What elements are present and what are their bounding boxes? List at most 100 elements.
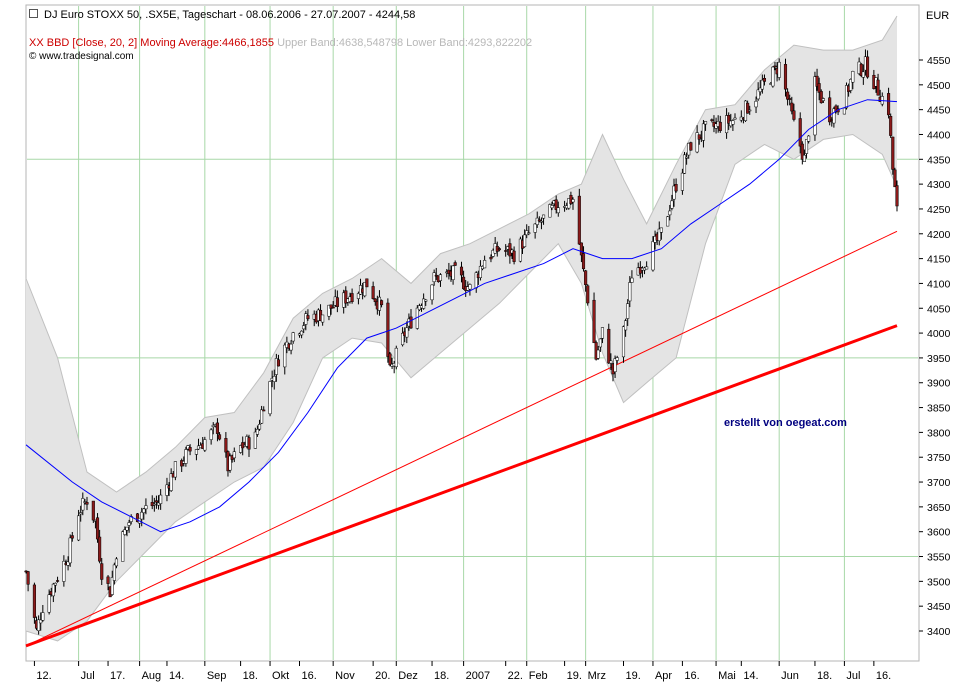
candle-body	[459, 266, 464, 276]
candle	[586, 284, 590, 306]
candle-body	[289, 343, 293, 351]
candle	[674, 178, 678, 193]
candle-body	[748, 109, 752, 112]
candle	[306, 309, 310, 321]
candle-body	[527, 232, 531, 234]
candle	[438, 273, 443, 287]
candle	[731, 119, 735, 131]
candle-body	[203, 439, 207, 451]
candle	[758, 80, 762, 96]
candle	[327, 304, 331, 321]
candle	[659, 227, 663, 240]
candle	[832, 106, 836, 128]
y-tick-label: 3900	[927, 378, 951, 390]
candle-body	[100, 563, 104, 580]
candle-body	[70, 535, 74, 539]
candle	[804, 139, 809, 159]
candle	[283, 342, 287, 375]
candle	[380, 299, 384, 308]
candle-body	[804, 139, 809, 154]
candle	[289, 340, 293, 355]
candle-body	[37, 619, 41, 631]
candle-body	[542, 214, 546, 219]
x-tick-label: Okt	[272, 670, 289, 682]
candle	[628, 276, 632, 308]
candle-body	[304, 313, 308, 325]
candle-body	[771, 66, 775, 87]
x-tick-label: Apr	[655, 670, 672, 682]
candle	[672, 178, 676, 207]
candle-body	[184, 449, 188, 464]
y-tick-label: 4550	[927, 55, 951, 67]
candle	[556, 201, 560, 217]
y-tick-label: 3400	[927, 626, 951, 638]
candle-body	[609, 360, 613, 364]
candle	[685, 152, 689, 165]
candle-body	[232, 451, 236, 459]
candle-body	[121, 531, 125, 562]
candle-body	[114, 558, 119, 567]
candle	[232, 447, 236, 463]
candle-body	[156, 502, 161, 506]
candle	[253, 427, 257, 449]
candle-body	[731, 120, 735, 125]
candle-body	[756, 89, 760, 100]
candle-body	[523, 234, 527, 247]
y-tick-label: 3750	[927, 452, 951, 464]
candle-body	[891, 136, 895, 170]
candle-body	[169, 473, 173, 491]
candle-body	[123, 529, 127, 535]
candle	[535, 211, 539, 228]
candle-body	[718, 121, 722, 131]
candle	[548, 203, 552, 218]
candle-body	[754, 100, 758, 108]
candle	[218, 432, 222, 441]
candle-body	[152, 503, 156, 506]
candle	[497, 247, 501, 252]
candle-body	[689, 142, 693, 151]
candle-body	[685, 156, 689, 159]
x-tick-label: 18.	[434, 670, 449, 682]
candle	[81, 492, 85, 516]
candle	[891, 136, 895, 175]
candle-body	[422, 298, 426, 309]
candle-body	[674, 184, 678, 192]
candle	[887, 87, 891, 119]
candle-body	[247, 437, 251, 450]
y-tick-label: 4200	[927, 229, 951, 241]
candle	[861, 64, 865, 85]
candle	[405, 321, 409, 344]
candle-body	[842, 107, 846, 115]
candle-body	[621, 326, 626, 358]
candle-body	[51, 583, 55, 597]
candle-body	[762, 78, 767, 82]
candle-body	[321, 314, 325, 323]
candle	[842, 107, 846, 115]
candle	[579, 242, 583, 263]
candle-body	[68, 537, 72, 564]
candle	[754, 96, 758, 114]
candle-body	[626, 303, 630, 319]
candle-body	[424, 299, 428, 302]
candle-body	[468, 284, 472, 290]
candle	[373, 298, 377, 306]
candle-body	[306, 315, 310, 320]
candle	[666, 215, 670, 227]
candle	[228, 453, 232, 473]
candle	[790, 96, 794, 115]
candle-body	[598, 338, 602, 348]
candle-body	[81, 498, 85, 511]
candle	[388, 352, 392, 367]
candle-body	[512, 250, 516, 262]
candle-body	[645, 266, 649, 270]
candle	[550, 201, 554, 211]
candle	[701, 119, 705, 148]
y-tick-label: 4500	[927, 80, 951, 92]
candle	[889, 113, 893, 138]
y-tick-label: 3450	[927, 601, 951, 613]
bollinger-band	[26, 16, 897, 641]
y-tick-label: 3650	[927, 502, 951, 514]
candle	[592, 292, 596, 344]
candle-body	[800, 143, 804, 160]
candle-body	[497, 248, 501, 251]
